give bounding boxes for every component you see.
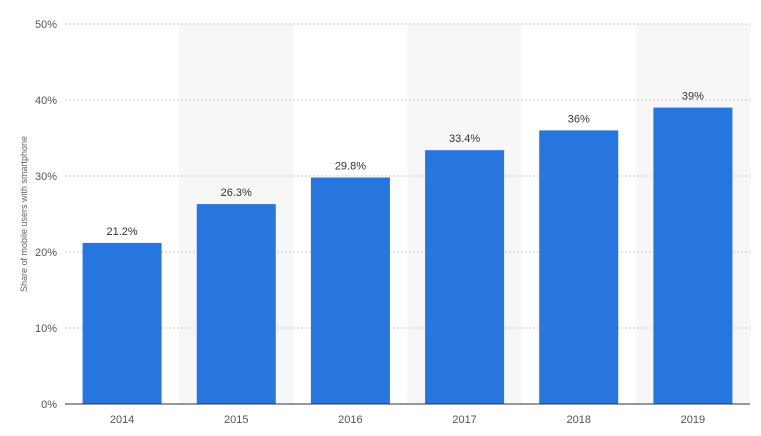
bar-2015 <box>196 204 276 404</box>
x-tick-label-2015: 2015 <box>224 414 248 426</box>
x-tick-label-2018: 2018 <box>567 414 591 426</box>
y-tick-label: 10% <box>35 323 57 335</box>
x-tick-label-2016: 2016 <box>338 414 362 426</box>
x-tick-label-2014: 2014 <box>110 414 134 426</box>
y-axis-ticks: 0% 10% 20% 30% 40% 50% <box>35 19 57 411</box>
bars <box>82 107 733 404</box>
data-labels: 21.2% 26.3% 29.8% 33.4% 36% 39% <box>106 91 704 238</box>
bar-2018 <box>539 130 619 404</box>
y-tick-label: 50% <box>35 19 57 31</box>
x-tick-label-2017: 2017 <box>452 414 476 426</box>
y-tick-label: 40% <box>35 95 57 107</box>
bar-2017 <box>425 150 505 404</box>
y-tick-label: 20% <box>35 247 57 259</box>
bar-2019 <box>653 107 733 404</box>
data-label-2018: 36% <box>568 113 590 125</box>
x-tick-label-2019: 2019 <box>681 414 705 426</box>
data-label-2016: 29.8% <box>335 161 366 173</box>
y-tick-label: 0% <box>41 399 57 411</box>
data-label-2014: 21.2% <box>106 226 137 238</box>
y-tick-label: 30% <box>35 171 57 183</box>
data-label-2017: 33.4% <box>449 133 480 145</box>
data-label-2015: 26.3% <box>221 187 252 199</box>
data-label-2019: 39% <box>682 91 704 103</box>
y-axis-label: Share of mobile users with smartphone <box>19 136 29 292</box>
bar-2016 <box>310 177 390 404</box>
bar-2014 <box>82 242 162 404</box>
x-axis-ticks: 2014 2015 2016 2017 2018 2019 <box>110 414 705 426</box>
